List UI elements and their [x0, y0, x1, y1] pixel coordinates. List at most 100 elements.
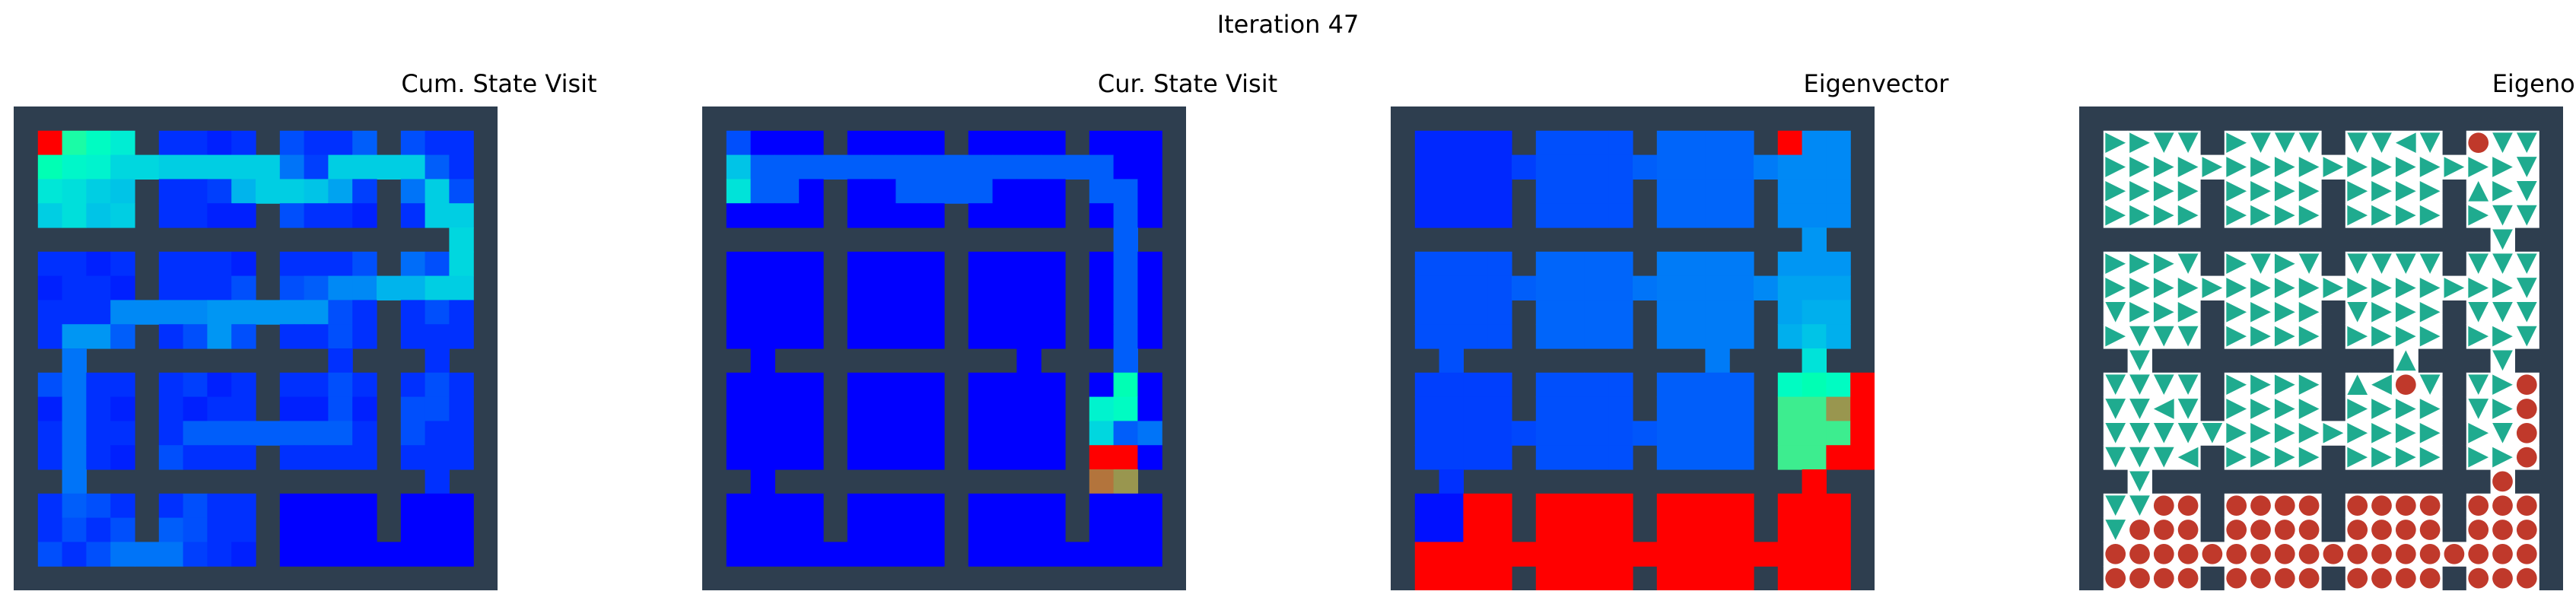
terminal-state-dot	[2468, 495, 2489, 517]
terminal-state-dot	[2274, 495, 2295, 517]
terminal-state-dot	[2274, 543, 2295, 564]
heatmap-cell	[1560, 203, 1585, 228]
heatmap-cell	[207, 372, 232, 398]
heatmap-cell	[1041, 421, 1066, 446]
heatmap-cell	[1729, 203, 1754, 228]
heatmap-cell	[1754, 542, 1779, 567]
terminal-state-dot	[2347, 520, 2368, 540]
option-arrow-right	[2129, 132, 2150, 154]
heatmap-cell	[1414, 275, 1440, 300]
heatmap-cell	[1608, 445, 1633, 470]
heatmap-cell	[1656, 493, 1682, 519]
heatmap-cell	[1826, 324, 1851, 349]
heatmap-cell	[1608, 179, 1633, 204]
heatmap-cell	[86, 300, 111, 325]
option-arrow-right	[2419, 278, 2441, 298]
heatmap-cell	[799, 372, 824, 398]
heatmap-cell	[425, 396, 450, 421]
heatmap-cell	[449, 300, 474, 325]
heatmap-cell	[1414, 542, 1440, 567]
heatmap-cell	[1113, 469, 1138, 494]
heatmap-cell	[1137, 300, 1162, 325]
heatmap-cell	[1681, 275, 1706, 300]
heatmap-cell	[449, 227, 474, 253]
heatmap-cell	[1016, 542, 1042, 567]
heatmap-cell	[920, 251, 945, 277]
heatmap-cell	[895, 300, 921, 325]
heatmap-cell	[1705, 275, 1730, 300]
heatmap-cell	[328, 275, 353, 300]
heatmap-cell	[1705, 203, 1730, 228]
heatmap-cell	[1705, 300, 1730, 325]
heatmap-cell	[823, 542, 848, 567]
heatmap-cell	[1633, 421, 1658, 446]
heatmap-cell	[328, 179, 353, 204]
heatmap-cell	[1113, 203, 1138, 228]
heatmap-cell	[449, 493, 474, 519]
heatmap-cell	[1016, 251, 1042, 277]
heatmap-cell	[328, 203, 353, 228]
heatmap-cell	[726, 542, 752, 567]
heatmap-cell	[1850, 421, 1875, 446]
heatmap-cell	[1584, 203, 1609, 228]
heatmap-cell	[1113, 517, 1138, 542]
heatmap-cell	[207, 275, 232, 300]
heatmap-cell	[799, 179, 824, 204]
heatmap-cell	[1512, 542, 1537, 567]
heatmap-cell	[1826, 493, 1851, 519]
heatmap-cell	[799, 396, 824, 421]
heatmap-cell	[1826, 179, 1851, 204]
heatmap-cell	[1041, 517, 1066, 542]
option-arrow-down	[2492, 350, 2513, 371]
option-arrow-right	[2298, 399, 2320, 419]
heatmap-cell	[62, 300, 87, 325]
heatmap-cell	[1826, 421, 1851, 446]
heatmap-cell	[968, 154, 994, 180]
heatmap-cell	[328, 445, 353, 470]
terminal-state-dot	[2516, 520, 2537, 540]
option-arrow-down	[2419, 374, 2441, 396]
heatmap-cell	[183, 445, 208, 470]
terminal-state-dot	[2347, 495, 2368, 517]
heatmap-cell	[86, 130, 111, 156]
heatmap-cell	[328, 493, 353, 519]
heatmap-cell	[847, 372, 873, 398]
heatmap-cell	[1463, 445, 1488, 470]
heatmap-cell	[1439, 372, 1464, 398]
option-arrow-right	[2177, 157, 2199, 177]
heatmap-cell	[1802, 275, 1827, 300]
heatmap-cell	[1681, 396, 1706, 421]
heatmap-cell	[847, 130, 873, 156]
heatmap-cell	[1414, 517, 1440, 542]
heatmap-cell	[750, 372, 775, 398]
option-arrow-right	[2347, 180, 2368, 202]
heatmap-cell	[328, 324, 353, 349]
option-arrow-right	[2395, 157, 2416, 177]
heatmap-cell	[1802, 421, 1827, 446]
heatmap-cell	[1777, 275, 1803, 300]
heatmap-cell	[425, 251, 450, 277]
heatmap-cell	[352, 396, 377, 421]
heatmap-cell	[1608, 130, 1633, 156]
heatmap-cell	[352, 275, 377, 300]
heatmap-cell	[135, 542, 160, 567]
heatmap-cell	[1826, 445, 1851, 470]
heatmap-cell	[328, 421, 353, 446]
heatmap-cell	[1535, 251, 1561, 277]
heatmap-cell	[1113, 372, 1138, 398]
heatmap-cell	[425, 542, 450, 567]
option-arrow-right	[2323, 422, 2344, 443]
terminal-state-dot	[2395, 567, 2416, 589]
heatmap-cell	[425, 154, 450, 180]
option-arrow-down	[2516, 180, 2537, 202]
heatmap-cell	[1584, 445, 1609, 470]
heatmap-cell	[37, 251, 63, 277]
heatmap-cell	[135, 154, 160, 180]
heatmap-cell	[847, 251, 873, 277]
heatmap-cell	[1487, 566, 1512, 590]
heatmap-cell	[352, 130, 377, 156]
heatmap-cell	[1633, 542, 1658, 567]
heatmap-cell	[726, 251, 752, 277]
heatmap-cell	[895, 421, 921, 446]
option-arrow-right	[2153, 180, 2174, 202]
